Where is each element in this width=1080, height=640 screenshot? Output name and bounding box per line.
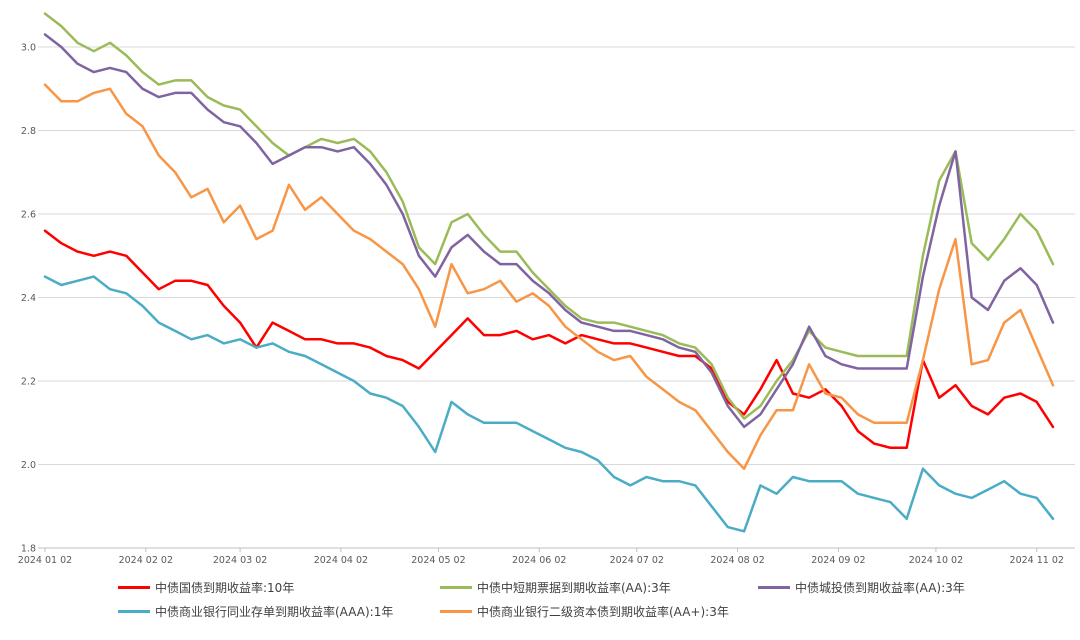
series-line-0 [43, 229, 1055, 450]
chart-legend: 中债国债到期收益率:10年 中债中短期票据到期收益率(AA):3年 中债城投债到… [118, 579, 965, 620]
y-axis-label: 2.6 [21, 210, 36, 221]
legend-item-mtn-aa-3y[interactable]: 中债中短期票据到期收益率(AA):3年 [440, 579, 758, 596]
y-axis-label: 2.8 [21, 126, 36, 137]
y-axis-label: 2.4 [21, 293, 36, 304]
x-axis-label: 2024 04 02 [314, 555, 368, 566]
x-axis-label: 2024 07 02 [610, 555, 664, 566]
x-axis-label: 2024 08 02 [710, 555, 764, 566]
x-axis-label: 2024 02 02 [119, 555, 173, 566]
x-axis-label: 2024 06 02 [512, 555, 566, 566]
legend-item-tier2-aa-plus-3y[interactable]: 中债商业银行二级资本债到期收益率(AA+):3年 [440, 603, 758, 620]
legend-item-treasury-10y[interactable]: 中债国债到期收益率:10年 [118, 579, 440, 596]
series-line-3 [43, 275, 1055, 533]
legend-label-urban-inv-aa-3y: 中债城投债到期收益率(AA):3年 [795, 581, 965, 595]
y-axis-label: 2.0 [21, 460, 36, 471]
x-axis-label: 2024 10 02 [909, 555, 963, 566]
y-axis-label: 2.2 [21, 377, 36, 388]
x-axis-label: 2024 05 02 [411, 555, 465, 566]
x-axis-label: 2024 03 02 [213, 555, 267, 566]
legend-item-urban-inv-aa-3y[interactable]: 中债城投债到期收益率(AA):3年 [758, 579, 965, 596]
legend-line-marker-red [118, 586, 150, 589]
y-axis-label: 3.0 [21, 43, 36, 54]
legend-label-treasury-10y: 中债国债到期收益率:10年 [155, 581, 295, 595]
series-line-4 [43, 83, 1055, 470]
x-axis-label: 2024 11 02 [1010, 555, 1064, 566]
legend-line-marker-cyan [118, 610, 150, 613]
x-axis-label: 2024 01 02 [18, 555, 72, 566]
legend-line-marker-purple [758, 586, 790, 589]
x-axis-label: 2024 09 02 [811, 555, 865, 566]
legend-label-mtn-aa-3y: 中债中短期票据到期收益率(AA):3年 [477, 581, 671, 595]
legend-line-marker-green [440, 586, 472, 589]
series-line-2 [43, 33, 1055, 429]
series-line-1 [43, 12, 1055, 420]
legend-label-tier2-aa-plus-3y: 中债商业银行二级资本债到期收益率(AA+):3年 [477, 605, 729, 619]
y-axis-label: 1.8 [21, 544, 36, 555]
legend-label-ncd-aaa-1y: 中债商业银行同业存单到期收益率(AAA):1年 [155, 605, 394, 619]
legend-item-ncd-aaa-1y[interactable]: 中债商业银行同业存单到期收益率(AAA):1年 [118, 603, 440, 620]
legend-line-marker-orange [440, 610, 472, 613]
